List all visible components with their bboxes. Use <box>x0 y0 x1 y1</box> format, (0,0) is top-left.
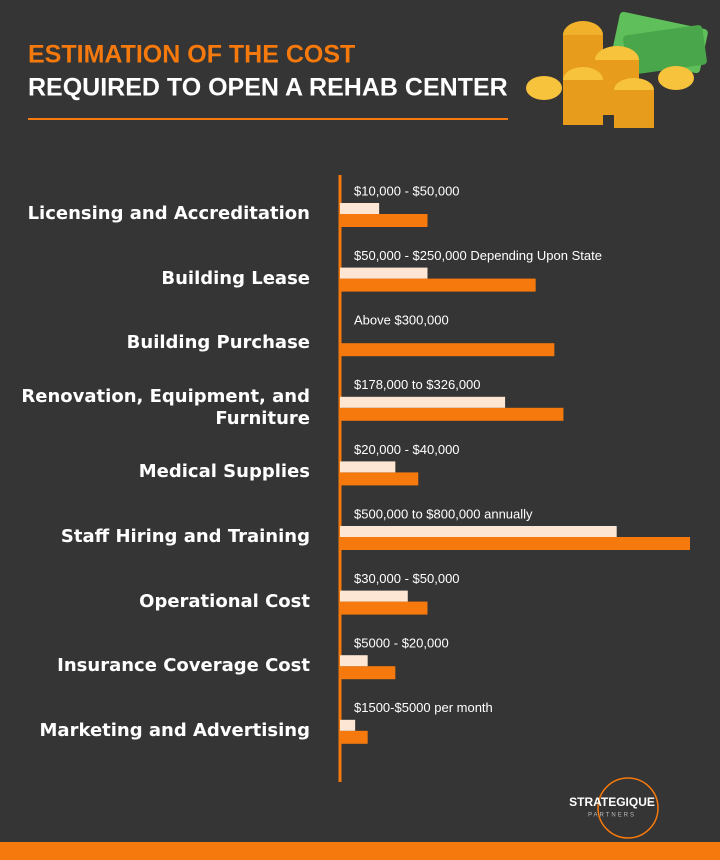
title: ESTIMATION OF THE COST <box>28 41 355 69</box>
category-label: Licensing and Accreditation <box>27 203 310 224</box>
subtitle: REQUIRED TO OPEN A REHAB CENTER <box>28 74 508 102</box>
value-label: $1500-$5000 per month <box>354 700 493 715</box>
category-label: Staff Hiring and Training <box>60 526 310 547</box>
bar-high <box>340 214 428 227</box>
bar-high <box>340 537 690 550</box>
bar-high <box>340 407 564 421</box>
bar-low <box>340 461 396 473</box>
logo: STRATEGIQUE PARTNERS <box>569 777 659 839</box>
value-label: $500,000 to $800,000 annually <box>354 506 533 521</box>
bar-high <box>340 343 555 357</box>
bar-low <box>340 590 408 602</box>
value-label: $10,000 - $50,000 <box>354 183 460 198</box>
bar-low <box>340 719 356 731</box>
bar-low <box>340 203 380 214</box>
category-label: Renovation, Equipment, and Furniture <box>21 385 310 429</box>
value-label: $50,000 - $250,000 Depending Upon State <box>354 248 602 263</box>
bar-high <box>340 666 396 680</box>
value-label: Above $300,000 <box>354 313 449 328</box>
bar-high <box>340 730 368 744</box>
value-label: $20,000 - $40,000 <box>354 442 460 457</box>
bar-high <box>340 278 536 292</box>
bar-low <box>340 396 506 408</box>
category-label: Building Purchase <box>126 332 310 354</box>
value-label: $178,000 to $326,000 <box>354 377 481 392</box>
logo-tagline: PARTNERS <box>588 813 636 819</box>
bar-low <box>340 655 368 667</box>
bar-high <box>340 601 428 615</box>
value-label: $30,000 - $50,000 <box>354 571 460 586</box>
category-label: Building Lease <box>161 267 310 289</box>
coins-illustration <box>526 11 708 128</box>
logo-name: STRATEGIQUE <box>569 795 655 809</box>
footer-stripe <box>0 842 720 860</box>
category-label: Medical Supplies <box>138 461 310 483</box>
category-label: Operational Cost <box>139 590 310 612</box>
value-label: $5000 - $20,000 <box>354 636 449 651</box>
bar-high <box>340 472 419 486</box>
bar-low <box>340 526 617 537</box>
category-label: Insurance Coverage Cost <box>57 655 310 677</box>
bar-low <box>340 267 428 279</box>
category-label: Marketing and Advertising <box>39 719 310 741</box>
